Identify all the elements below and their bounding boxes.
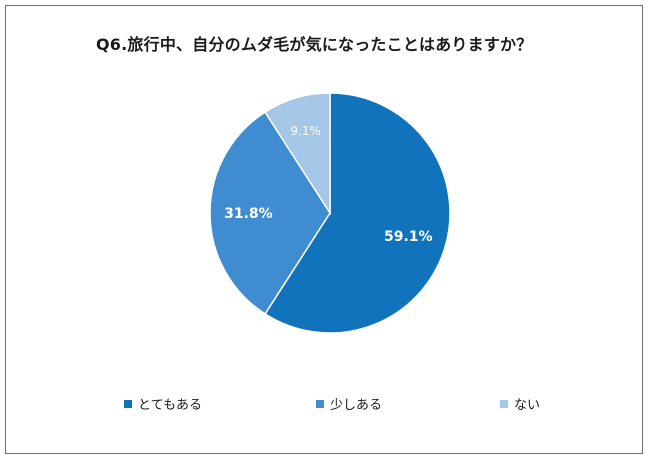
legend-item-1: 少しある [316,394,382,413]
pie-slice-2 [264,92,331,216]
legend-swatch-0 [124,399,132,408]
pie-slice-0 [264,92,451,334]
pie-slice-1 [209,111,331,315]
legend-label-1: 少しある [330,398,383,413]
legend-swatch-1 [316,399,324,408]
legend-swatch-2 [500,399,508,408]
legend-label-0: とてもある [138,398,202,413]
data-label-0: 59.1% [384,229,433,245]
data-label-1: 31.8% [224,206,273,222]
legend-item-0: とてもある [124,394,202,413]
legend-label-2: ない [514,398,541,413]
legend: とてもある 少しある ない [0,394,650,414]
data-label-2: 9.1% [290,124,321,138]
legend-item-2: ない [500,394,540,413]
chart-title: Q6.旅行中、自分のムダ毛が気になったことはありますか？ [96,35,533,54]
